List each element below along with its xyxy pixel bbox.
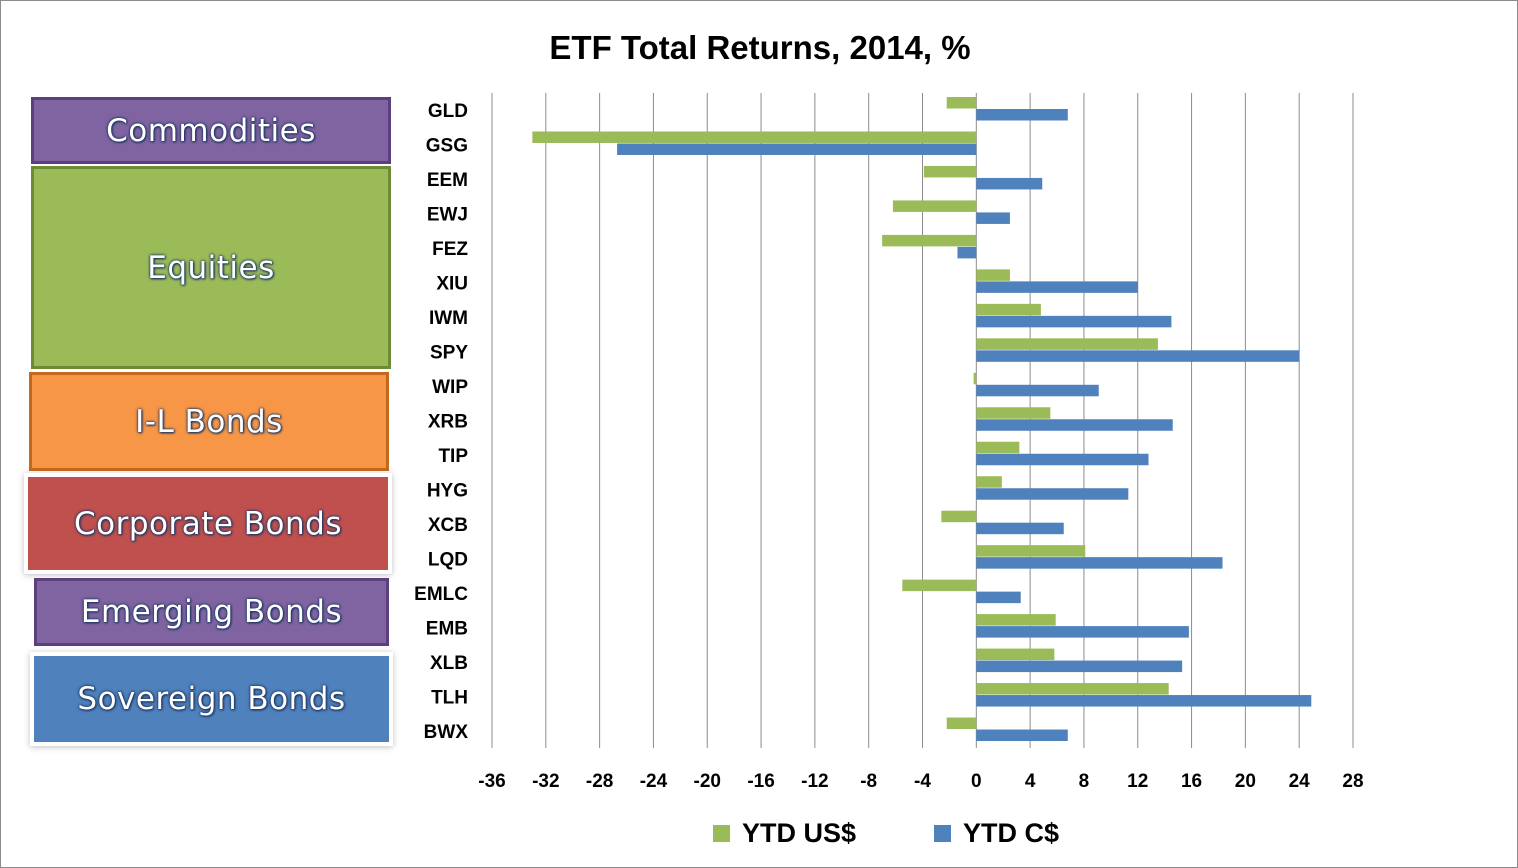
x-tick-label: 16 [1181, 771, 1202, 792]
bar-usd [923, 165, 977, 178]
bar-cad [976, 315, 1172, 328]
bar-usd [976, 648, 1055, 661]
x-tick-label: 0 [971, 771, 982, 792]
y-tick-label: GSG [426, 136, 468, 157]
bar-cad [617, 143, 977, 155]
x-tick-label: 24 [1289, 771, 1311, 792]
group-label-il-bonds: I-L Bonds [135, 403, 283, 440]
y-tick-label: XRB [428, 412, 468, 433]
x-tick-label: -16 [747, 771, 774, 792]
group-label-emerging-bonds: Emerging Bonds [80, 594, 343, 630]
bar-cad [976, 591, 1021, 604]
bar-cad [976, 281, 1138, 293]
bar-usd [902, 579, 977, 592]
x-tick-label: -4 [914, 771, 931, 792]
x-tick-label: -36 [478, 771, 505, 792]
y-tick-label: XIU [436, 274, 468, 295]
bar-cad [976, 729, 1068, 742]
bar-usd [532, 131, 977, 143]
x-tick-label: -12 [801, 771, 828, 792]
bar-usd [976, 614, 1056, 626]
x-tick-label: 8 [1079, 771, 1090, 792]
group-sovereign-bonds: Sovereign Bonds [34, 656, 389, 742]
bar-usd [976, 338, 1158, 350]
bar-cad [976, 350, 1300, 362]
x-tick-label: -20 [694, 771, 721, 792]
bar-usd [976, 545, 1086, 557]
bar-usd [976, 303, 1041, 316]
x-tick-label: 20 [1235, 771, 1256, 792]
x-tick-label: -8 [860, 771, 877, 792]
bar-cad [976, 212, 1010, 224]
bar-cad [976, 522, 1064, 535]
bar-usd [976, 476, 1002, 488]
group-commodities: Commodities [31, 97, 391, 164]
legend-label-cad: YTD C$ [963, 817, 1060, 848]
y-tick-label: HYG [427, 480, 468, 501]
bar-usd [976, 269, 1010, 281]
x-tick-label: 12 [1127, 771, 1148, 792]
bar-cad [976, 488, 1129, 500]
y-tick-label: EMB [426, 618, 468, 639]
group-il-bonds: I-L Bonds [29, 372, 389, 471]
y-tick-label: IWM [429, 308, 468, 329]
x-tick-label: -28 [586, 771, 613, 792]
bar-cad [976, 453, 1149, 466]
group-label-commodities: Commodities [106, 112, 316, 149]
bar-usd [941, 510, 977, 523]
bar-usd [882, 234, 977, 247]
y-tick-label: EWJ [427, 205, 468, 226]
bar-cad [976, 419, 1173, 431]
x-tick-label: -32 [532, 771, 559, 792]
x-tick-label: 4 [1025, 771, 1036, 792]
bar-usd [946, 717, 977, 730]
group-emerging-bonds: Emerging Bonds [34, 578, 389, 646]
bar-cad [976, 557, 1223, 569]
group-label-equities: Equities [147, 249, 275, 286]
x-tick-label: -24 [640, 771, 668, 792]
chart-title: ETF Total Returns, 2014, % [549, 29, 971, 66]
y-tick-label: EMLC [414, 584, 468, 605]
bar-cad [976, 626, 1189, 638]
bar-cad [957, 246, 977, 259]
bar-cad [976, 384, 1099, 397]
y-tick-label: LQD [428, 549, 468, 570]
group-label-corporate-bonds: Corporate Bonds [73, 505, 343, 542]
y-tick-label: EEM [427, 170, 468, 191]
group-corporate-bonds: Corporate Bonds [28, 477, 388, 570]
y-tick-label: XCB [428, 515, 468, 536]
legend-swatch-cad [934, 824, 951, 842]
bar-usd [976, 441, 1020, 454]
bar-usd [973, 372, 977, 385]
legend-us: YTD US$ [713, 813, 856, 853]
bar-cad [976, 109, 1068, 121]
bar-cad [976, 177, 1043, 190]
x-tick-label: 28 [1342, 771, 1363, 792]
bar-usd [976, 407, 1051, 419]
group-label-sovereign-bonds: Sovereign Bonds [77, 681, 346, 717]
legend-label-us: YTD US$ [742, 817, 857, 848]
bar-usd [946, 97, 977, 109]
bar-usd [976, 683, 1169, 695]
y-tick-label: BWX [424, 722, 469, 743]
y-tick-label: GLD [428, 101, 468, 122]
y-tick-label: SPY [430, 343, 468, 364]
y-tick-label: XLB [430, 653, 468, 674]
group-equities: Equities [31, 166, 391, 369]
y-tick-label: TLH [431, 687, 468, 708]
bar-usd [892, 200, 977, 212]
bar-cad [976, 695, 1312, 707]
y-tick-label: TIP [438, 446, 468, 467]
y-tick-label: FEZ [432, 239, 468, 260]
bar-cad [976, 660, 1183, 673]
y-tick-label: WIP [432, 377, 468, 398]
legend-swatch-us [713, 824, 730, 842]
legend-cad: YTD C$ [934, 813, 1059, 853]
